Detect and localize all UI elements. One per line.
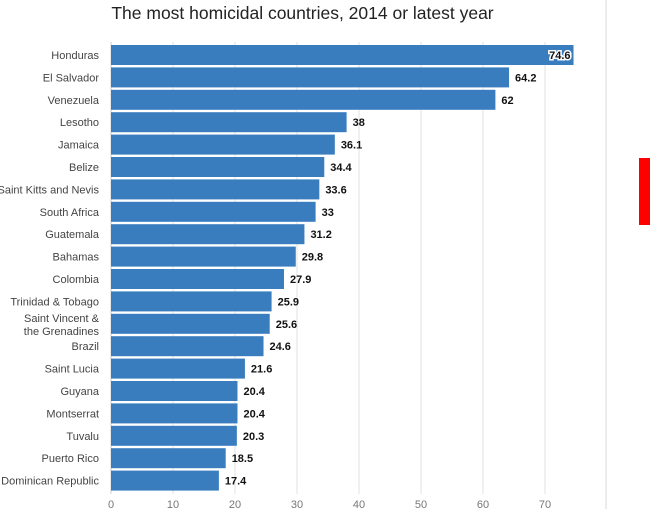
x-tick-label: 60 <box>477 499 489 509</box>
category-label: Colombia <box>53 274 100 286</box>
category-label: Brazil <box>71 341 99 353</box>
bar <box>111 224 305 245</box>
bar <box>111 134 335 155</box>
x-tick-label: 30 <box>291 499 303 509</box>
value-label: 31.2 <box>310 229 331 241</box>
value-label: 29.8 <box>302 252 323 264</box>
value-label: 20.4 <box>243 386 265 398</box>
bar <box>111 246 296 267</box>
panel-divider <box>605 0 607 509</box>
value-label: 33.6 <box>325 184 346 196</box>
bar <box>111 112 347 133</box>
value-label: 64.2 <box>515 72 536 84</box>
value-label: 62 <box>501 95 513 107</box>
bar <box>111 313 270 334</box>
category-label: Saint Lucia <box>45 364 100 376</box>
category-label: Lesotho <box>60 117 99 129</box>
bar <box>111 45 574 65</box>
bar <box>111 269 284 289</box>
bar <box>111 89 496 110</box>
category-label: Saint Kitts and Nevis <box>0 184 99 196</box>
bar <box>111 381 238 401</box>
x-tick-label: 40 <box>353 499 365 509</box>
value-label: 34.4 <box>330 162 352 174</box>
category-label: Saint Vincent & the Grenadines <box>24 313 100 338</box>
category-label: Trinidad & Tobago <box>10 296 99 308</box>
red-marker <box>639 158 650 225</box>
value-label: 74.6 <box>549 50 570 62</box>
bar <box>111 291 272 312</box>
bar <box>111 336 264 357</box>
category-label: South Africa <box>40 207 100 219</box>
bar <box>111 67 510 88</box>
value-label: 24.6 <box>270 341 291 353</box>
category-label: El Salvador <box>43 72 100 84</box>
x-tick-label: 10 <box>167 499 179 509</box>
x-tick-label: 0 <box>108 499 114 509</box>
bar <box>111 157 325 177</box>
bar <box>111 358 245 379</box>
bar <box>111 470 219 491</box>
category-label: Bahamas <box>53 252 100 264</box>
category-label: Jamaica <box>58 140 100 152</box>
value-label: 27.9 <box>290 274 311 286</box>
bar <box>111 179 320 200</box>
value-label: 20.3 <box>243 431 264 443</box>
category-label: Guyana <box>60 386 99 398</box>
bar <box>111 201 316 222</box>
value-label: 20.4 <box>243 408 265 420</box>
bar <box>111 448 226 469</box>
category-label: Guatemala <box>45 229 100 241</box>
value-label: 25.6 <box>276 319 297 331</box>
value-label: 33 <box>322 207 334 219</box>
x-tick-label: 70 <box>539 499 551 509</box>
value-label: 36.1 <box>341 140 362 152</box>
category-label: Puerto Rico <box>42 453 99 465</box>
value-label: 25.9 <box>278 296 299 308</box>
value-label: 21.6 <box>251 364 272 376</box>
category-label: Tuvalu <box>66 431 99 443</box>
x-tick-label: 50 <box>415 499 427 509</box>
x-tick-label: 20 <box>229 499 241 509</box>
category-label: Honduras <box>51 50 99 62</box>
bar <box>111 425 237 446</box>
bar <box>111 403 238 424</box>
chart-title: The most homicidal countries, 2014 or la… <box>111 3 494 23</box>
value-label: 18.5 <box>232 453 253 465</box>
value-label: 17.4 <box>225 476 247 488</box>
category-label: Dominican Republic <box>1 476 99 488</box>
category-label: Montserrat <box>46 408 99 420</box>
value-label: 38 <box>353 117 365 129</box>
category-label: Belize <box>69 162 99 174</box>
category-label: Venezuela <box>48 95 100 107</box>
